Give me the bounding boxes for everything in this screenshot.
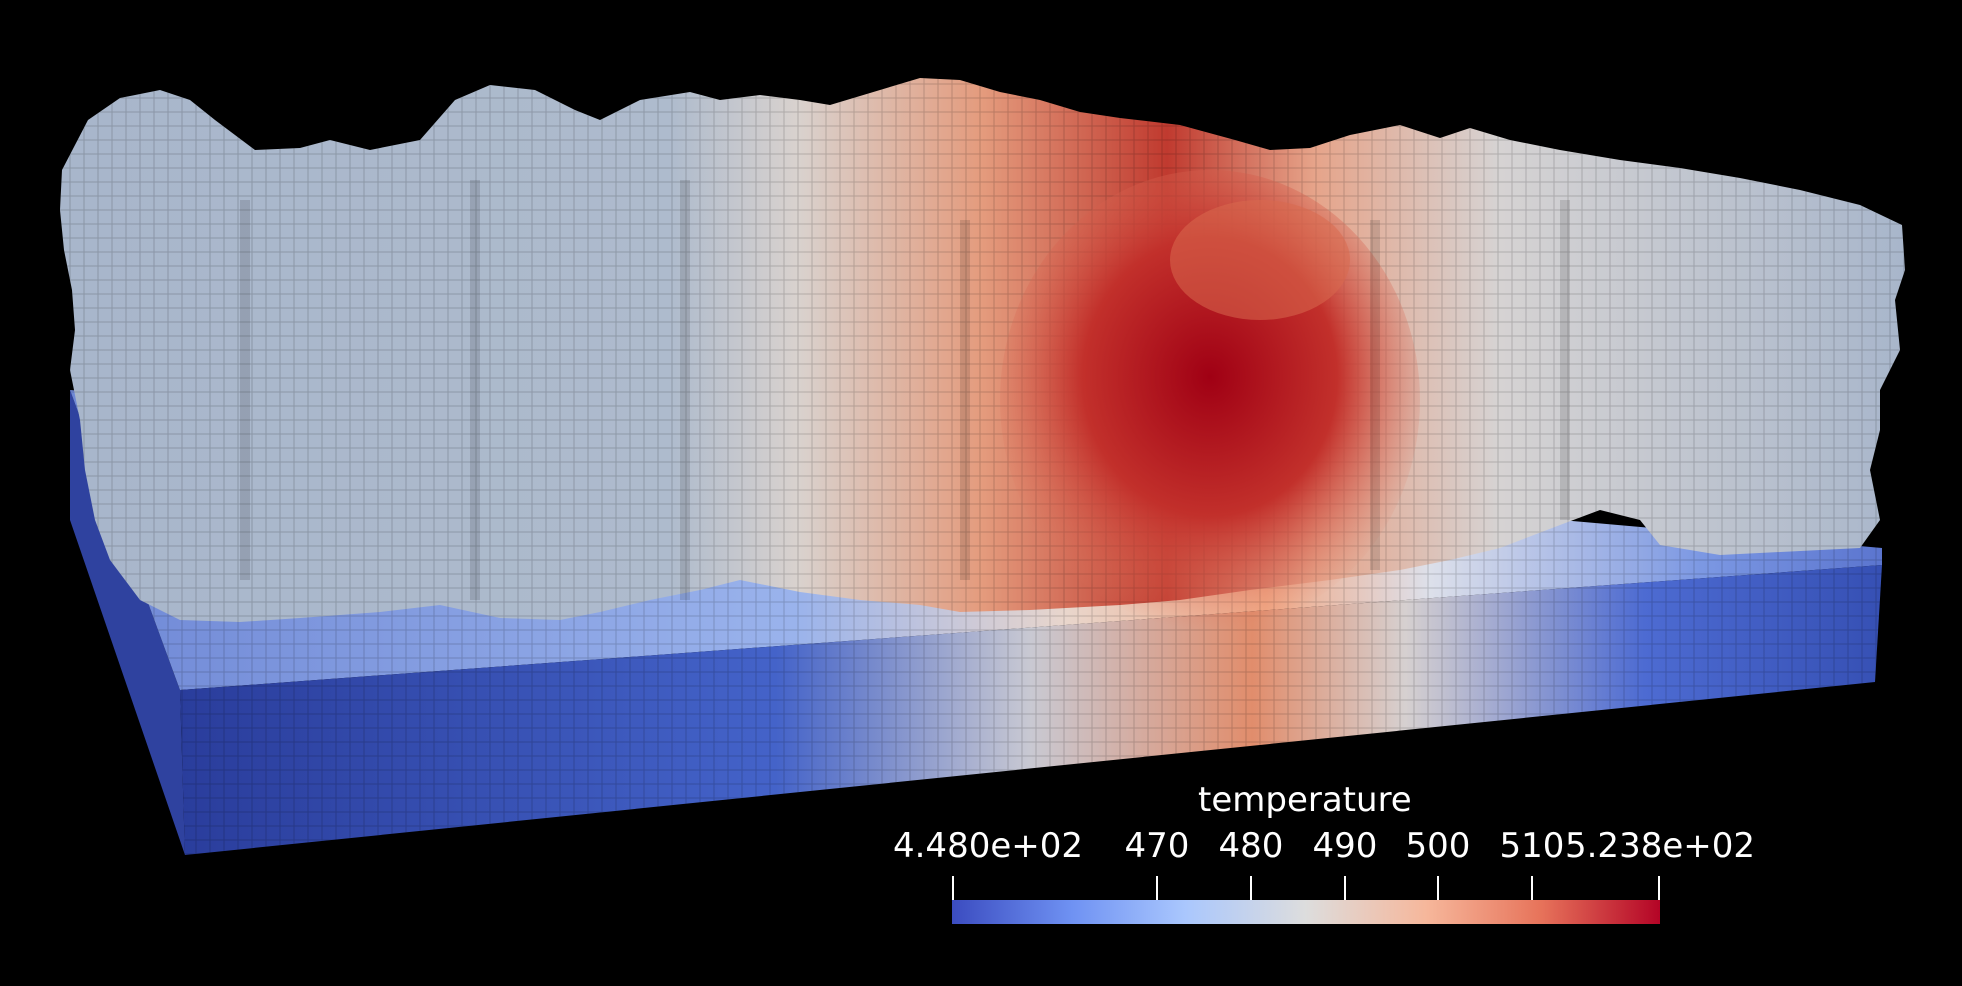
colorbar-tick-label: 500	[1405, 826, 1471, 866]
colorbar-tick-label: 480	[1218, 826, 1284, 866]
colorbar-max-label: 5.238e+02	[1564, 826, 1756, 866]
colorbar-tick-mark	[1437, 876, 1439, 900]
colorbar-tick-mark	[1156, 876, 1158, 900]
colorbar-min-label: 4.480e+02	[892, 826, 1084, 866]
colorbar-tick-label: 470	[1124, 826, 1190, 866]
colorbar-tick-label: 510	[1499, 826, 1565, 866]
voxel-parts	[60, 78, 1905, 630]
colorbar-tick-mark	[1250, 876, 1252, 900]
colorbar-gradient	[952, 900, 1660, 924]
colorbar-tick-mark	[1531, 876, 1533, 900]
colorbar-tick-mark	[952, 876, 954, 900]
colorbar-tick-label: 490	[1312, 826, 1378, 866]
colorbar-tick-mark	[1658, 876, 1660, 900]
colorbar-title: temperature	[1198, 780, 1412, 820]
colorbar-tick-mark	[1344, 876, 1346, 900]
